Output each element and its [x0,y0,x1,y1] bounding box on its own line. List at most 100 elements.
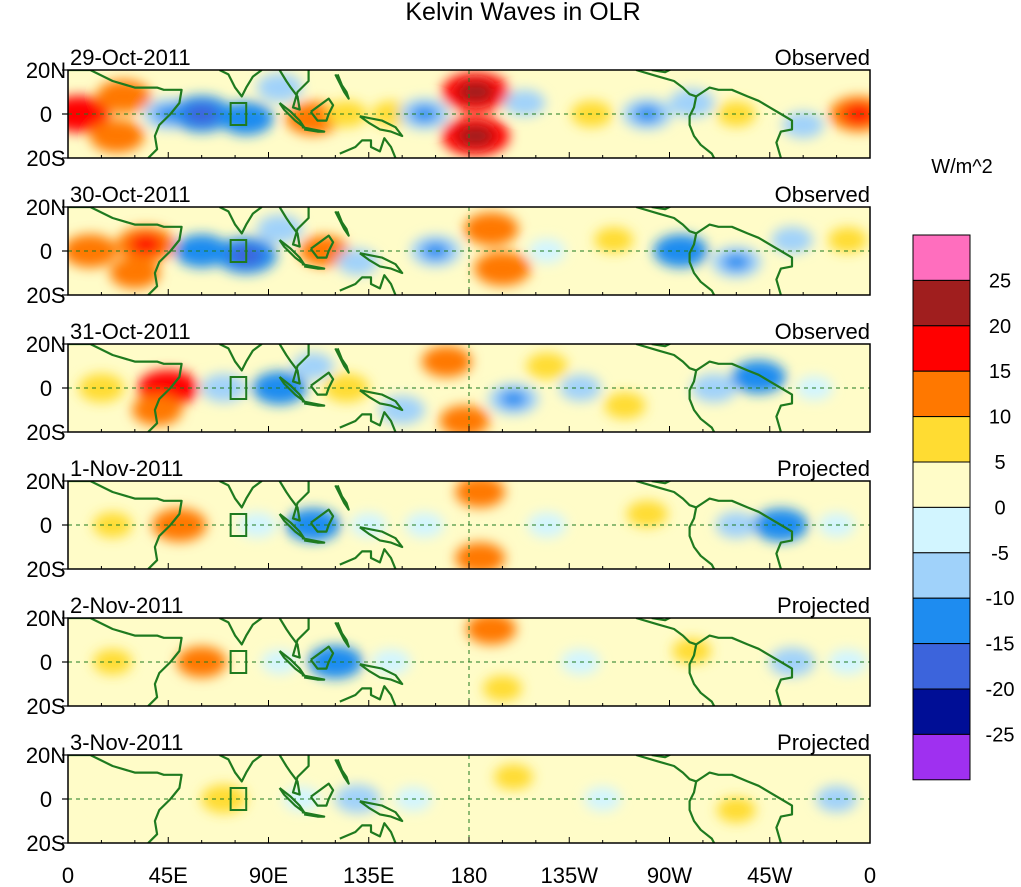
anomaly-core [187,653,216,671]
lat-tick-label: 0 [40,513,52,538]
anomaly-core [143,401,171,419]
anomaly-core [298,109,329,128]
coastline-south-america-west [688,507,716,569]
anomaly-cell [771,226,813,254]
lat-tick-label: 0 [40,787,52,812]
lon-tick-label: 0 [62,863,74,887]
coastline-central-america [635,344,794,432]
coastline-india-coast [219,70,263,98]
lat-tick-label: 0 [40,102,52,127]
coastline-philippines [334,73,350,100]
lat-tick-label: 20N [26,58,66,83]
anomaly-cell [323,373,370,403]
panel-4: 1-Nov-2011 Projected 20N 0 20S [26,456,871,582]
colorbar-swatch [912,733,971,781]
lon-tick-label: 135E [343,863,394,887]
anomaly-core [186,241,217,261]
lat-tick-label: 20S [26,420,65,445]
anomaly-core [477,620,506,638]
coastline-new-guinea [359,663,404,686]
coastline-se-asia-coast [278,618,310,659]
anomaly-core [486,259,518,279]
coastline-se-asia-coast [278,755,310,796]
chart-title: Kelvin Waves in OLR [405,0,640,26]
coastline-se-asia-coast [278,481,310,522]
coastline-india-coast [219,481,263,509]
panel-date-label: 1-Nov-2011 [70,456,183,481]
coastline-borneo [309,234,335,259]
anomaly-cell [404,512,444,538]
anomaly-core [129,234,163,255]
lon-tick-label: 90W [647,863,692,887]
reference-box [229,650,248,674]
anomaly-cell [494,764,534,790]
colorbar-tick-label: 20 [989,316,1011,338]
anomaly-core [466,549,494,567]
anomaly-core [466,483,494,501]
anomaly-core [722,253,751,271]
coastline-australia-top [339,822,397,843]
coastline-java [301,674,326,681]
coastline-australia-top [339,411,397,432]
lon-tick-label: 135W [541,863,599,887]
coastline-borneo [309,508,335,533]
reference-box [229,787,248,811]
lat-tick-label: 20S [26,831,65,856]
coastline-india-coast [219,755,263,783]
reference-box [229,513,248,537]
panel-type-label: Projected [777,456,870,481]
colorbar-swatch [912,552,971,599]
colorbar-tick-label: 15 [989,361,1011,383]
anomaly-core [457,81,495,103]
coastline-south-america-west [688,644,716,706]
coastline-philippines [334,484,350,511]
longitude-axis: 0 45E 90E 135E 180 135W 90W 45W 0 [62,863,876,887]
reference-box [229,239,248,263]
reference-box [229,102,248,126]
anomaly-core [102,126,132,146]
coastline-australia-top [339,137,397,158]
coastline-new-guinea [359,389,404,412]
panel-type-label: Observed [775,182,870,207]
anomaly-core [421,242,450,260]
anomaly-cell [237,512,277,538]
panel-type-label: Observed [775,319,870,344]
coastline-australia-top [339,548,397,569]
colorbar-tick-label: -10 [986,588,1015,610]
panel-date-label: 31-Oct-2011 [70,319,191,344]
colorbar-tick-label: 5 [994,452,1005,474]
anomaly-core [476,219,507,239]
coastline-new-guinea [359,252,404,275]
coastline-new-guinea [359,526,404,549]
coastline-africa-coast [68,618,183,706]
anomaly-cell [256,73,303,102]
coastline-africa-coast [68,481,183,569]
panel-type-label: Observed [775,45,870,70]
anomaly-cell [94,786,131,812]
coastline-new-guinea [359,800,404,823]
lat-tick-label: 0 [40,650,52,675]
colorbar-swatch [912,688,971,735]
coastline-java [301,537,326,544]
panel-2: 30-Oct-2011 Observed 20N 0 20S [26,182,871,308]
anomaly-cell [782,111,824,139]
panel-date-label: 3-Nov-2011 [70,730,183,755]
lat-tick-label: 20S [26,283,65,308]
coastline-india-coast [219,344,263,372]
anomaly-core [842,104,870,124]
colorbar-swatch [912,234,971,281]
lat-tick-label: 20N [26,743,66,768]
panel-type-label: Projected [777,593,870,618]
anomaly-cell [716,797,756,823]
coastline-africa-coast [68,207,183,295]
coastline-central-america [635,207,794,295]
coastline-philippines [334,758,350,785]
coastline-philippines [334,347,350,374]
colorbar-swatch [912,643,971,690]
anomaly-cell [93,649,133,675]
anomaly-cell [691,373,737,403]
panel-date-label: 29-Oct-2011 [70,45,191,70]
coastline-central-america [635,481,794,569]
coastline-philippines [334,210,350,237]
panel-date-label: 2-Nov-2011 [70,593,183,618]
